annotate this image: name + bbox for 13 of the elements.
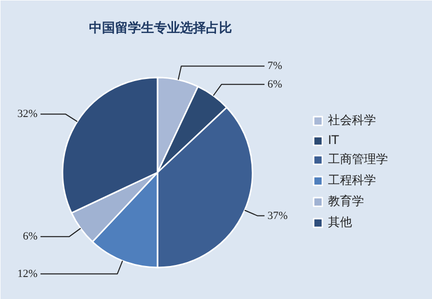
chart-title: 中国留学生专业选择占比 (89, 20, 232, 36)
legend-label: 工程科学 (328, 172, 376, 189)
legend-label: 社会科学 (328, 112, 376, 129)
data-label: 32% (17, 108, 38, 120)
legend-label: 工商管理学 (328, 151, 388, 168)
legend-label: 其他 (328, 214, 352, 231)
legend-label: IT (328, 133, 340, 147)
data-label: 37% (268, 210, 288, 222)
data-label: 6% (22, 230, 38, 243)
data-label: 6% (268, 78, 282, 90)
data-label: 12% (17, 268, 38, 280)
legend-label: 教育学 (328, 193, 364, 210)
data-label: 7% (268, 60, 282, 72)
